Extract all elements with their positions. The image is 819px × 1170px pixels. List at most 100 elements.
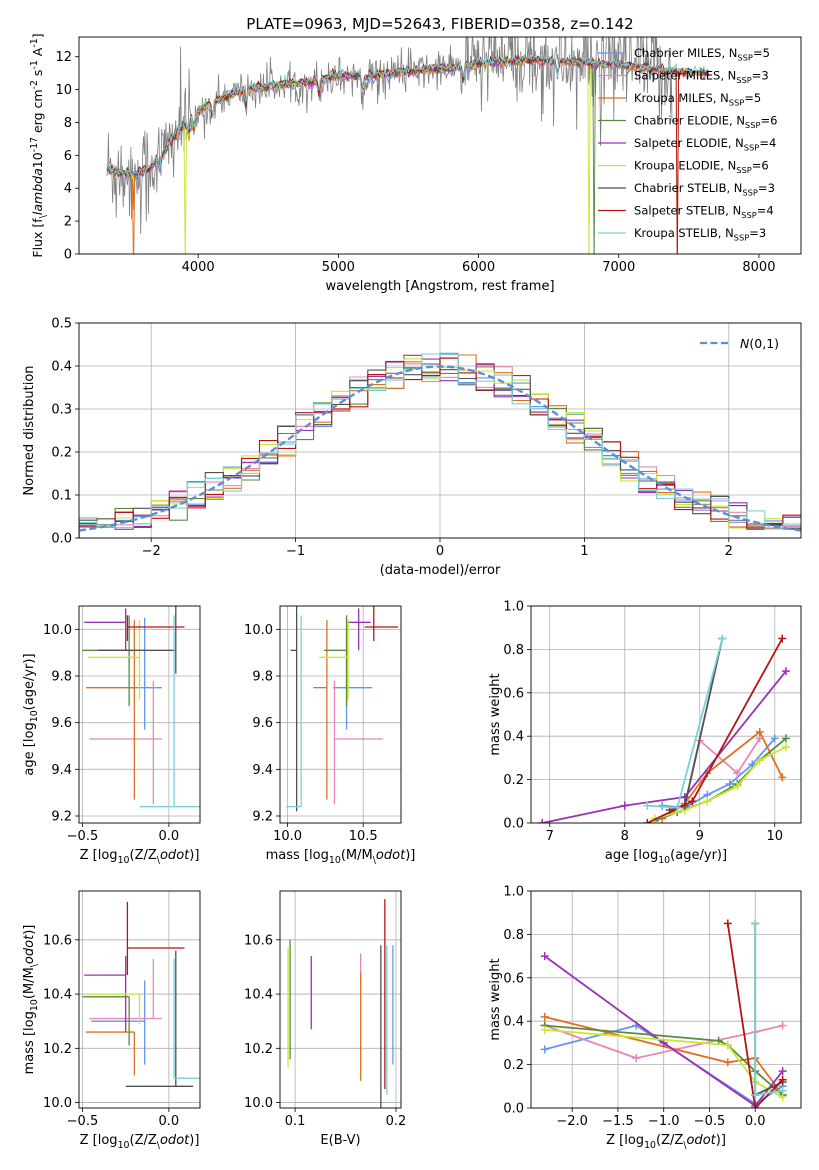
label-fragment: d [30, 176, 45, 184]
label-fragment: a [641, 69, 648, 83]
label-fragment: i [668, 114, 671, 128]
y-tick-label: 4 [64, 182, 72, 197]
label-fragment: f [511, 279, 516, 294]
label-fragment: m [419, 563, 432, 578]
y-tick-label: 0.4 [51, 360, 72, 375]
axes-frame [78, 36, 802, 255]
label-fragment: o [22, 956, 37, 964]
label-fragment: r [679, 181, 684, 195]
label-fragment: 10 [329, 855, 341, 866]
label-fragment: r [30, 119, 45, 125]
label-fragment: ] [410, 848, 415, 863]
label-fragment: l [22, 739, 37, 743]
panel-mass_vs_EBV: 0.1 0.2 10.0 10.2 10.4 10.6 E(B-V) [244, 890, 406, 1148]
weight-marker [718, 634, 727, 643]
label-fragment: i [668, 46, 671, 60]
label-fragment: o [176, 1133, 184, 1148]
label-fragment: K [634, 91, 642, 105]
label-fragment: d [384, 848, 393, 863]
plot-area [82, 901, 200, 1087]
label-fragment: b [656, 46, 663, 60]
y-tick-label: 9.8 [51, 670, 72, 685]
label-fragment: L [700, 226, 707, 240]
y-tick-label: 10.6 [244, 933, 273, 948]
label-fragment: SSP [736, 75, 752, 85]
label-fragment: \ [38, 214, 49, 218]
label-fragment: = [752, 69, 762, 83]
weight-marker [778, 1021, 787, 1030]
label-fragment: l [309, 848, 313, 863]
label-fragment: ] [194, 1133, 199, 1148]
label-fragment: S [634, 69, 641, 83]
label-fragment: [ [619, 1133, 624, 1148]
weight-marker [778, 1086, 787, 1095]
label-fragment: l [30, 247, 45, 250]
label-fragment: r [515, 279, 521, 294]
label-fragment: 4 [769, 136, 776, 150]
y-axis-label: mass weight [488, 673, 503, 755]
label-fragment: d [694, 1133, 703, 1148]
label-fragment: u [653, 226, 660, 240]
label-fragment: E [721, 136, 728, 150]
label-fragment: r [22, 663, 37, 669]
weight-marker [620, 801, 629, 810]
label-fragment: a [278, 848, 286, 863]
label-fragment: T [685, 226, 694, 240]
errorbar-salpeter-elodie [348, 608, 371, 651]
label-fragment: e [363, 279, 371, 294]
x-tick-label: 0.1 [285, 1114, 306, 1129]
label-fragment: I [717, 136, 720, 150]
label-fragment: r [678, 136, 683, 150]
label-fragment: a [641, 136, 648, 150]
label-fragment: w [488, 706, 503, 717]
label-fragment: r [679, 46, 684, 60]
y-tick-label: 9.8 [252, 670, 273, 685]
label-fragment: h [642, 114, 649, 128]
label-fragment: ( [656, 1133, 661, 1148]
y-tick-label: 10.4 [43, 988, 72, 1003]
label-fragment: r [678, 69, 683, 83]
label-fragment: g [488, 972, 503, 980]
x-tick-label: −1.0 [648, 1114, 680, 1129]
label-fragment: , [726, 181, 730, 195]
weight-line [754, 923, 784, 1097]
label-fragment: t [388, 279, 393, 294]
label-fragment: Z [80, 1133, 89, 1148]
x-tick-label: 0 [436, 544, 444, 559]
label-fragment: d [22, 444, 37, 452]
label-fragment: -17 [29, 137, 40, 152]
label-fragment: d [22, 431, 37, 439]
weight-marker [540, 952, 549, 961]
y-tick-label: 0.3 [51, 403, 72, 418]
label-fragment: e [691, 848, 699, 863]
label-fragment: L [694, 114, 701, 128]
errorbar-chabrier-stelib [290, 606, 298, 812]
y-tick-label: 0.8 [503, 928, 524, 943]
label-fragment: a [668, 91, 675, 105]
label-fragment: [ [633, 848, 638, 863]
label-fragment: t [22, 385, 37, 390]
axes-frame [530, 890, 802, 1109]
x-tick-label: −0.5 [694, 1114, 726, 1129]
label-fragment: t [400, 848, 406, 863]
label-fragment: s [30, 70, 45, 77]
label-fragment: , [725, 204, 729, 218]
label-fragment: a [22, 768, 37, 776]
y-tick-label: 10.0 [43, 1096, 72, 1111]
label-fragment: L [708, 204, 715, 218]
label-fragment: g [321, 848, 329, 863]
label-fragment: r [642, 91, 647, 105]
label-fragment: h [642, 181, 649, 195]
x-tick-label: 0.0 [159, 1114, 180, 1129]
label-fragment: = [757, 204, 767, 218]
label-fragment: = [760, 114, 770, 128]
label-fragment: O [699, 136, 708, 150]
label-fragment: , [728, 136, 732, 150]
spectrum-model-salpeter-stelib [106, 53, 710, 254]
label-fragment: Z [148, 1133, 157, 1148]
label-fragment: w [488, 991, 503, 1002]
y-tick-label: 9.4 [51, 763, 72, 778]
label-fragment: s [436, 279, 443, 294]
label-fragment: E [707, 46, 714, 60]
